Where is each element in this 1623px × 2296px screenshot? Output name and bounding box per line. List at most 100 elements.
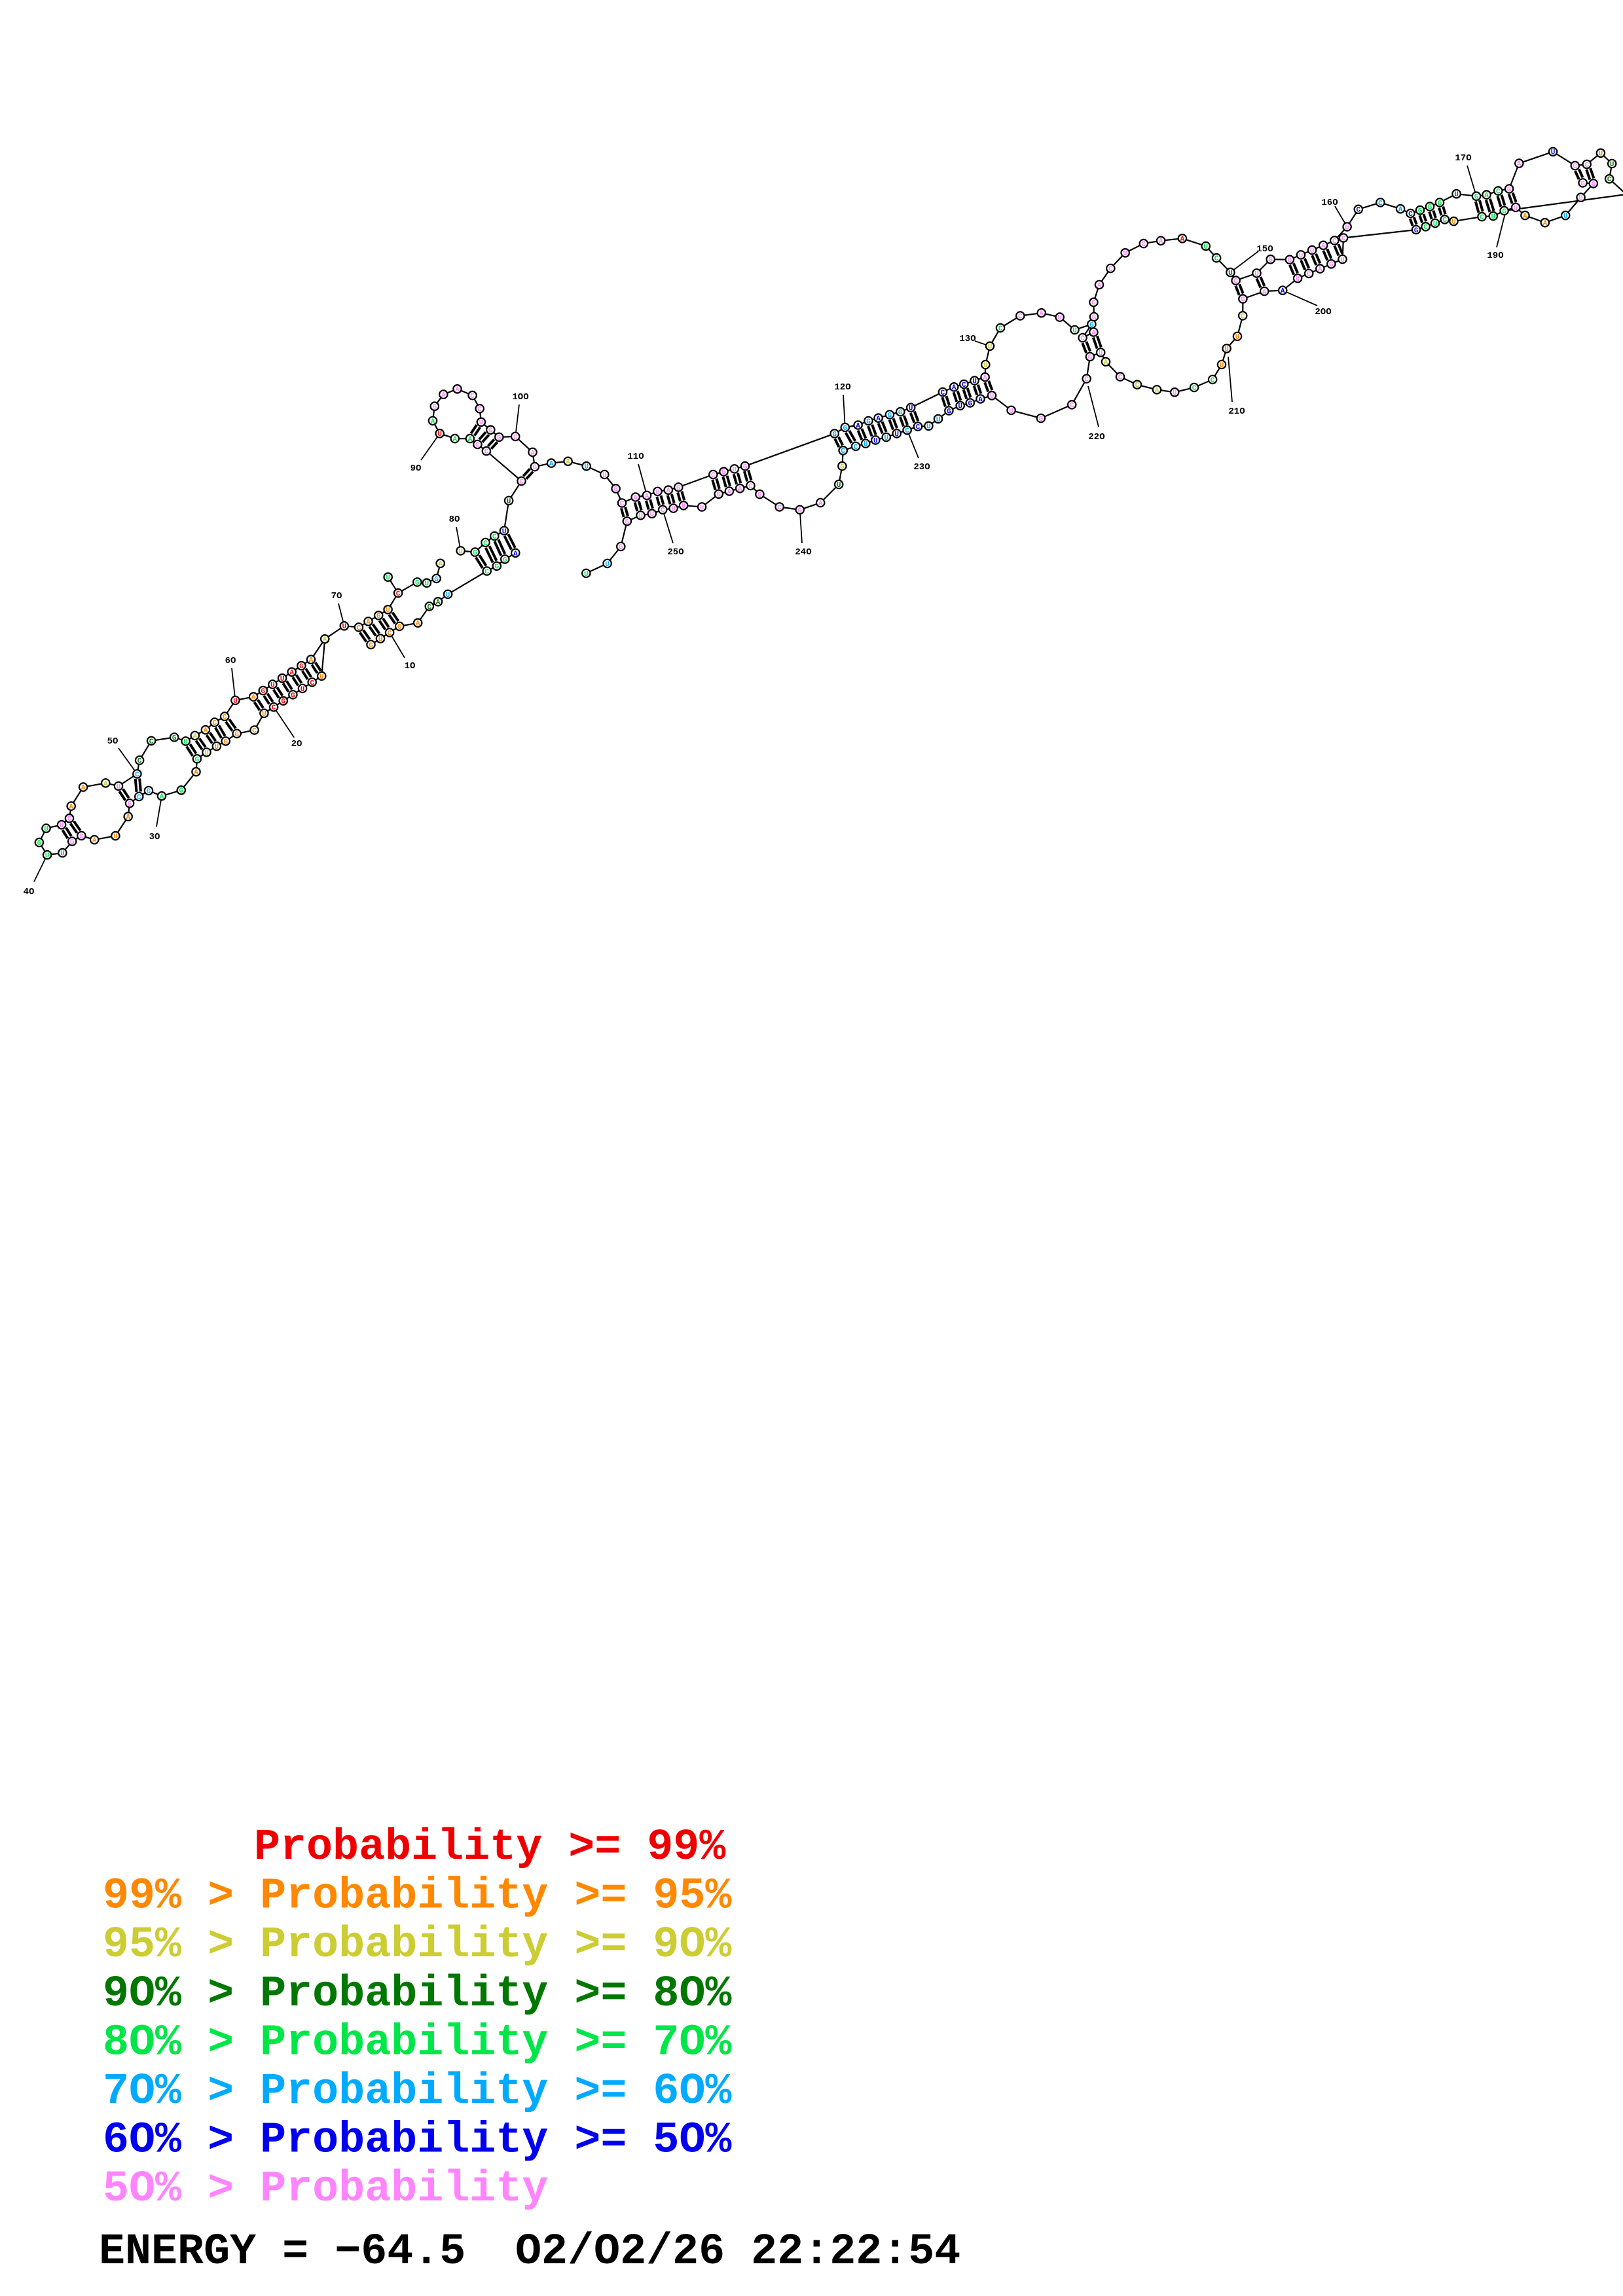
svg-text:U: U xyxy=(894,431,899,439)
svg-text:C: C xyxy=(427,603,431,611)
svg-text:C: C xyxy=(1091,300,1096,308)
svg-text:A: A xyxy=(952,384,957,392)
svg-text:C: C xyxy=(492,533,497,541)
svg-text:C: C xyxy=(1584,162,1589,170)
svg-text:U: U xyxy=(446,592,450,600)
svg-text:U: U xyxy=(1451,219,1456,226)
svg-text:C: C xyxy=(396,590,401,598)
svg-text:A: A xyxy=(126,814,130,822)
svg-text:C: C xyxy=(1496,188,1501,196)
svg-text:A: A xyxy=(194,769,198,777)
svg-text:ENERGY = −64.5: ENERGY = −64.5 xyxy=(99,2227,465,2277)
svg-text:C: C xyxy=(1378,200,1383,207)
svg-text:5O% > Probability: 5O% > Probability xyxy=(103,2164,548,2214)
svg-text:A: A xyxy=(69,804,73,812)
svg-text:G: G xyxy=(37,840,42,848)
svg-text:12O: 12O xyxy=(834,382,850,393)
svg-text:C: C xyxy=(1214,255,1219,263)
svg-text:A: A xyxy=(192,733,197,741)
svg-text:A: A xyxy=(455,386,460,394)
svg-text:C: C xyxy=(1442,217,1447,224)
svg-text:A: A xyxy=(645,493,649,501)
svg-text:G: G xyxy=(716,492,721,499)
svg-text:G: G xyxy=(968,400,972,408)
svg-text:U: U xyxy=(983,362,988,370)
svg-text:G: G xyxy=(369,642,373,650)
svg-text:C: C xyxy=(1480,214,1484,222)
svg-text:G: G xyxy=(676,484,681,492)
svg-text:U: U xyxy=(437,431,442,439)
svg-text:8O% > Probability >= 7O%: 8O% > Probability >= 7O% xyxy=(103,2018,732,2068)
svg-text:A: A xyxy=(1281,288,1285,296)
svg-text:A: A xyxy=(978,396,983,404)
svg-text:U: U xyxy=(1310,247,1315,255)
svg-text:6O: 6O xyxy=(225,656,236,666)
svg-text:11O: 11O xyxy=(627,452,644,462)
svg-text:U: U xyxy=(1123,250,1127,258)
svg-text:C: C xyxy=(1141,241,1146,249)
svg-text:7O% > Probability >= 6O%: 7O% > Probability >= 6O% xyxy=(103,2067,732,2117)
svg-text:G: G xyxy=(866,418,871,426)
svg-text:C: C xyxy=(484,448,489,456)
svg-text:A: A xyxy=(251,694,256,702)
svg-text:U: U xyxy=(988,344,993,351)
svg-text:A: A xyxy=(1517,161,1522,169)
svg-text:U: U xyxy=(958,403,962,411)
svg-text:U: U xyxy=(1299,252,1304,260)
svg-text:U: U xyxy=(44,826,48,834)
svg-text:C: C xyxy=(841,448,845,456)
svg-text:A: A xyxy=(289,670,294,677)
svg-text:G: G xyxy=(70,838,75,846)
svg-text:G: G xyxy=(619,544,623,552)
svg-text:23O: 23O xyxy=(913,462,930,473)
svg-text:G: G xyxy=(223,738,228,746)
svg-text:C: C xyxy=(1573,163,1577,171)
svg-text:G: G xyxy=(497,435,501,442)
svg-text:U: U xyxy=(386,607,390,615)
svg-text:5O: 5O xyxy=(107,736,119,747)
svg-text:C: C xyxy=(620,500,625,508)
svg-text:U: U xyxy=(1491,213,1495,221)
svg-text:C: C xyxy=(1135,382,1140,390)
svg-text:U: U xyxy=(1454,191,1459,199)
svg-text:A: A xyxy=(1542,220,1547,228)
svg-text:U: U xyxy=(301,686,305,694)
svg-text:G: G xyxy=(172,734,177,742)
svg-text:G: G xyxy=(1088,354,1093,362)
svg-text:A: A xyxy=(1321,243,1326,251)
svg-text:G: G xyxy=(1414,227,1419,235)
svg-text:A: A xyxy=(438,561,443,569)
svg-text:U: U xyxy=(909,405,913,413)
svg-text:C: C xyxy=(711,472,716,480)
svg-text:G: G xyxy=(947,408,951,416)
svg-text:U: U xyxy=(1514,205,1518,213)
svg-text:G: G xyxy=(261,688,265,696)
svg-text:U: U xyxy=(1610,161,1614,169)
svg-text:U: U xyxy=(700,504,704,512)
svg-text:C: C xyxy=(962,382,966,389)
svg-text:U: U xyxy=(507,498,511,506)
svg-text:A: A xyxy=(633,494,638,502)
svg-text:U: U xyxy=(215,744,219,751)
svg-text:C: C xyxy=(477,406,482,414)
svg-text:A: A xyxy=(530,450,535,457)
svg-text:C: C xyxy=(1341,235,1346,243)
svg-text:A: A xyxy=(452,436,457,444)
svg-text:G: G xyxy=(1591,181,1596,188)
svg-text:22O: 22O xyxy=(1088,432,1104,442)
svg-text:C: C xyxy=(1332,238,1337,245)
svg-text:U: U xyxy=(638,512,643,520)
svg-text:G: G xyxy=(1039,416,1044,423)
svg-text:U: U xyxy=(1228,270,1233,278)
svg-text:U: U xyxy=(1220,362,1224,370)
svg-text:16O: 16O xyxy=(1321,198,1338,208)
svg-text:G: G xyxy=(625,518,629,526)
svg-text:U: U xyxy=(584,463,589,471)
svg-text:U: U xyxy=(502,528,507,536)
svg-text:C: C xyxy=(475,442,480,450)
svg-text:C: C xyxy=(513,434,518,442)
svg-text:1O: 1O xyxy=(405,661,416,672)
svg-text:C: C xyxy=(1084,376,1089,384)
svg-text:U: U xyxy=(1345,224,1349,232)
svg-text:G: G xyxy=(1428,204,1432,212)
